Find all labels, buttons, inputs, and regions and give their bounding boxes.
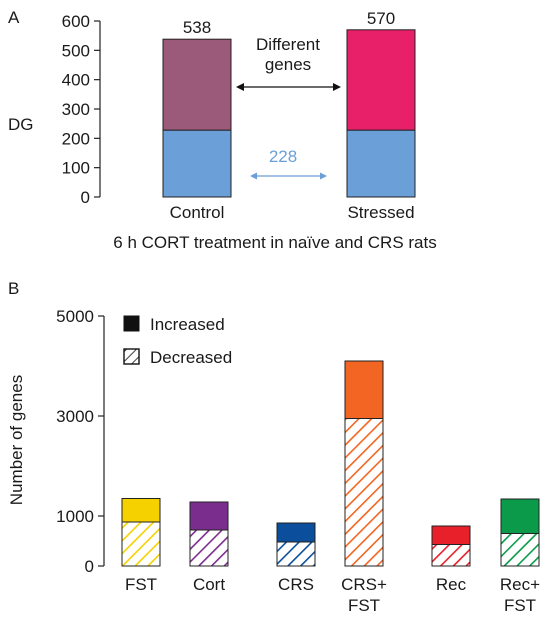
panel-a-y-tick-label: 600 bbox=[62, 12, 90, 31]
bar-decreased bbox=[276, 541, 316, 567]
panel-b-category-label: FST bbox=[504, 596, 536, 615]
bar-decreased bbox=[121, 521, 161, 567]
panel-a-y-tick-label: 200 bbox=[62, 129, 90, 148]
panel-a-ylabel: DG bbox=[8, 115, 34, 134]
panel-b-category-label: Cort bbox=[193, 575, 225, 594]
panel-b: 0 1000 3000 5000 FST Cort CRS CRS+ FST Rec Rec+ FST… bbox=[56, 307, 540, 615]
panel-a-y-tick-label: 400 bbox=[62, 71, 90, 90]
panel-a-category-label: Control bbox=[170, 203, 225, 222]
legend-increased-label: Increased bbox=[150, 315, 225, 334]
different-genes-label: genes bbox=[265, 55, 311, 74]
panel-a-category-label: Stressed bbox=[347, 203, 414, 222]
bar-increased bbox=[344, 360, 384, 419]
bar-decreased bbox=[344, 418, 384, 567]
bar-increased bbox=[276, 522, 316, 543]
bar-decreased bbox=[500, 533, 540, 567]
panel-a-total-label: 538 bbox=[183, 18, 211, 37]
arrowhead-left bbox=[250, 172, 257, 180]
legend: Increased Decreased bbox=[123, 315, 232, 367]
panel-b-label: B bbox=[8, 279, 19, 298]
panel-a-bar-shared bbox=[162, 129, 232, 198]
arrowhead-left bbox=[236, 83, 244, 91]
panel-b-y-tick-label: 1000 bbox=[56, 507, 94, 526]
panel-b-category-label: Rec bbox=[436, 575, 467, 594]
bar-increased bbox=[121, 498, 161, 523]
arrowhead-right bbox=[320, 172, 327, 180]
panel-a-y-tick-label: 500 bbox=[62, 41, 90, 60]
panel-a-xlabel: 6 h CORT treatment in naïve and CRS rats bbox=[113, 233, 436, 252]
legend-increased-swatch bbox=[123, 315, 140, 332]
panel-a-y-tick-label: 300 bbox=[62, 100, 90, 119]
panel-b-y-tick-label: 5000 bbox=[56, 307, 94, 326]
bar-decreased bbox=[189, 529, 229, 567]
panel-b-y-tick-label: 0 bbox=[85, 557, 94, 576]
panel-a-label: A bbox=[8, 8, 20, 27]
panel-b-category-label: FST bbox=[348, 596, 380, 615]
panel-b-ylabel: Number of genes bbox=[7, 375, 26, 505]
arrowhead-right bbox=[333, 83, 341, 91]
panel-a-bar-shared bbox=[346, 129, 416, 198]
shared-genes-label: 228 bbox=[269, 147, 297, 166]
legend-decreased-swatch bbox=[123, 348, 140, 365]
panel-a-bar-specific bbox=[346, 29, 416, 131]
bar-increased bbox=[189, 501, 229, 531]
panel-a-total-label: 570 bbox=[367, 9, 395, 28]
legend-decreased-label: Decreased bbox=[150, 348, 232, 367]
bar-increased bbox=[431, 525, 471, 545]
panel-b-category-label: CRS+ bbox=[341, 575, 387, 594]
panel-a-bar-specific bbox=[162, 38, 232, 131]
panel-b-category-label: Rec+ bbox=[500, 575, 540, 594]
panel-b-y-tick-label: 3000 bbox=[56, 407, 94, 426]
bar-increased bbox=[500, 498, 540, 534]
panel-b-category-label: CRS bbox=[278, 575, 314, 594]
panel-b-category-label: FST bbox=[125, 575, 157, 594]
panel-a: 0 100 200 300 400 500 600 538 Control 570 Stressed… bbox=[62, 9, 416, 222]
different-genes-label: Different bbox=[256, 35, 320, 54]
bar-decreased bbox=[431, 544, 471, 567]
panel-a-y-tick-label: 100 bbox=[62, 159, 90, 178]
panel-a-y-tick-label: 0 bbox=[81, 188, 90, 207]
